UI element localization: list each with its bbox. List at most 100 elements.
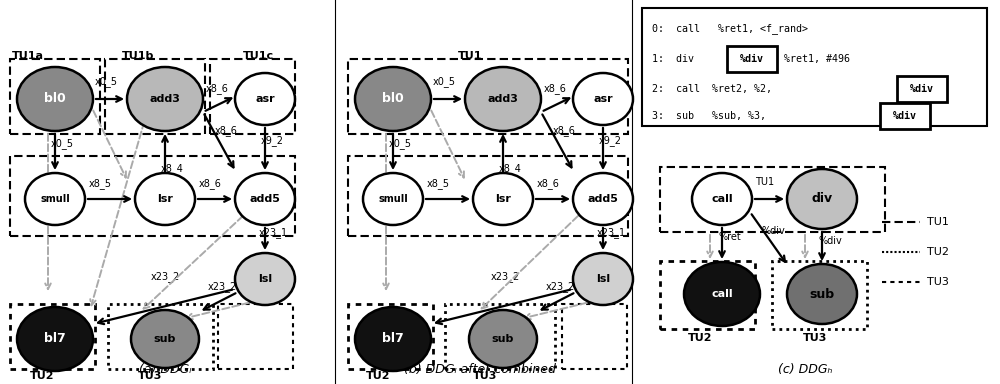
Text: x8_6: x8_6 — [215, 125, 237, 136]
Text: TU2: TU2 — [366, 371, 390, 381]
Text: %div: %div — [740, 54, 764, 64]
Text: TU2: TU2 — [927, 247, 949, 257]
Text: %ret1, #496: %ret1, #496 — [778, 54, 850, 64]
Text: asr: asr — [593, 94, 613, 104]
Text: TU3: TU3 — [927, 277, 949, 287]
Bar — [562, 304, 627, 369]
Ellipse shape — [355, 307, 431, 371]
Text: bl0: bl0 — [382, 93, 404, 106]
Text: add5: add5 — [588, 194, 618, 204]
Text: 1:  div: 1: div — [652, 54, 712, 64]
Bar — [642, 8, 987, 126]
Text: lsr: lsr — [495, 194, 511, 204]
Bar — [660, 261, 755, 329]
Text: lsl: lsl — [596, 274, 610, 284]
Text: %div: %div — [818, 236, 842, 246]
Text: x9_2: x9_2 — [260, 135, 284, 146]
Text: x8_6: x8_6 — [553, 125, 575, 136]
Text: lsl: lsl — [258, 274, 272, 284]
Text: TU3: TU3 — [138, 371, 162, 381]
Ellipse shape — [127, 67, 203, 131]
Bar — [897, 76, 947, 102]
Text: x23_2: x23_2 — [545, 281, 575, 292]
Ellipse shape — [787, 264, 857, 324]
Text: TU1b: TU1b — [122, 51, 154, 61]
Text: x8_6: x8_6 — [199, 178, 221, 189]
Bar — [660, 167, 885, 232]
Bar — [105, 59, 205, 134]
Ellipse shape — [573, 253, 633, 305]
Text: 3:  sub   %sub, %3,: 3: sub %sub, %3, — [652, 111, 766, 121]
Text: x8_5: x8_5 — [426, 178, 450, 189]
Ellipse shape — [25, 173, 85, 225]
Bar — [348, 304, 433, 369]
Text: x8_6: x8_6 — [206, 83, 228, 94]
Text: x8_5: x8_5 — [88, 178, 112, 189]
Bar — [445, 304, 555, 369]
Text: x0_5: x0_5 — [50, 138, 74, 149]
Ellipse shape — [684, 262, 760, 326]
Ellipse shape — [469, 310, 537, 368]
Text: %div: %div — [893, 111, 917, 121]
Text: lsr: lsr — [157, 194, 173, 204]
Text: x8_4: x8_4 — [499, 163, 521, 174]
Text: sub: sub — [154, 334, 176, 344]
Bar — [880, 103, 930, 129]
Bar — [10, 59, 100, 134]
Text: add3: add3 — [150, 94, 180, 104]
Text: add3: add3 — [488, 94, 518, 104]
Text: TU1: TU1 — [458, 51, 482, 61]
Ellipse shape — [787, 169, 857, 229]
Text: x23_1: x23_1 — [258, 227, 288, 238]
Ellipse shape — [363, 173, 423, 225]
Text: TU2: TU2 — [688, 333, 712, 343]
Bar — [772, 261, 867, 329]
Bar — [348, 59, 628, 134]
Ellipse shape — [465, 67, 541, 131]
Text: sub: sub — [809, 288, 835, 301]
Text: x8_6: x8_6 — [544, 83, 566, 94]
Text: TU3: TU3 — [803, 333, 827, 343]
Ellipse shape — [235, 73, 295, 125]
Text: TU1c: TU1c — [242, 51, 274, 61]
Ellipse shape — [573, 73, 633, 125]
Text: bl7: bl7 — [44, 333, 66, 346]
Text: add5: add5 — [250, 194, 280, 204]
Text: call: call — [711, 194, 733, 204]
Text: (b) DDGₗ after combined: (b) DDGₗ after combined — [404, 363, 556, 376]
Text: smull: smull — [378, 194, 408, 204]
Ellipse shape — [131, 310, 199, 368]
Text: asr: asr — [255, 94, 275, 104]
Text: %div: %div — [910, 84, 934, 94]
Text: smull: smull — [40, 194, 70, 204]
Ellipse shape — [17, 307, 93, 371]
Ellipse shape — [573, 173, 633, 225]
Bar — [10, 156, 295, 236]
Ellipse shape — [355, 67, 431, 131]
Bar — [218, 304, 293, 369]
Bar — [108, 304, 213, 369]
Text: x23_1: x23_1 — [596, 227, 626, 238]
Text: div: div — [811, 192, 833, 205]
Text: TU2: TU2 — [30, 371, 54, 381]
Text: call: call — [711, 289, 733, 299]
Text: x0_5: x0_5 — [433, 76, 456, 87]
Ellipse shape — [473, 173, 533, 225]
Text: x8_4: x8_4 — [161, 163, 183, 174]
Text: bl0: bl0 — [44, 93, 66, 106]
Ellipse shape — [235, 173, 295, 225]
Text: x0_5: x0_5 — [388, 138, 412, 149]
Text: x8_6: x8_6 — [537, 178, 559, 189]
Bar — [10, 304, 95, 369]
Ellipse shape — [135, 173, 195, 225]
Text: x9_2: x9_2 — [598, 135, 622, 146]
Text: TU1a: TU1a — [12, 51, 44, 61]
Ellipse shape — [692, 173, 752, 225]
Text: bl7: bl7 — [382, 333, 404, 346]
Text: TU3: TU3 — [473, 371, 497, 381]
Text: sub: sub — [492, 334, 514, 344]
Text: x23_2: x23_2 — [207, 281, 237, 292]
Text: 0:  call   %ret1, <f_rand>: 0: call %ret1, <f_rand> — [652, 23, 808, 35]
Text: %div: %div — [761, 226, 785, 236]
Text: TU1: TU1 — [755, 177, 775, 187]
